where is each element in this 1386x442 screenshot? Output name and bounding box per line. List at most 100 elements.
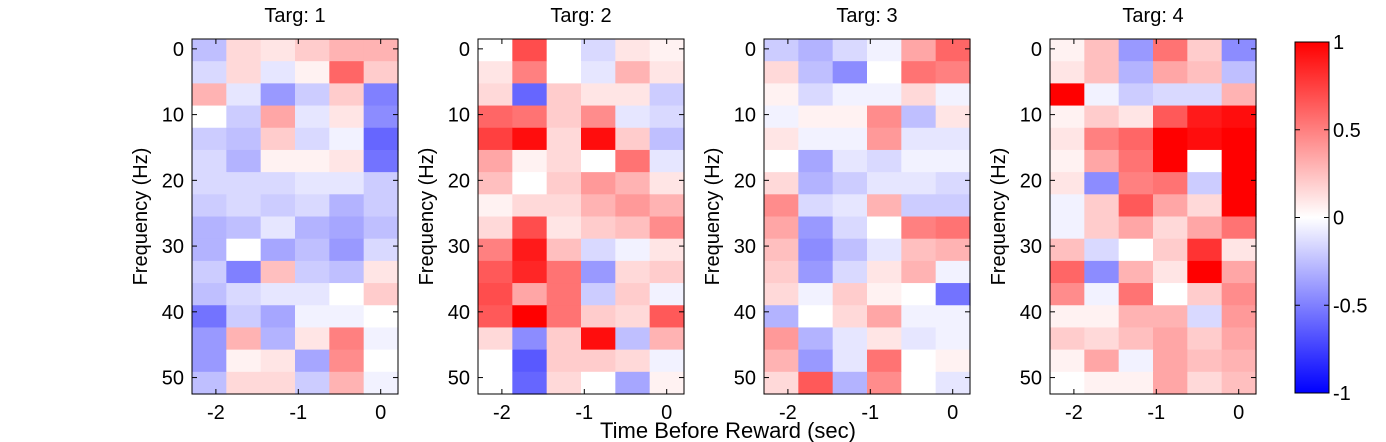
heatmap-cell [295, 149, 330, 173]
heatmap-cell [832, 327, 868, 351]
heatmap-cell [546, 149, 582, 173]
heatmap-cell [1153, 61, 1188, 84]
colorbar-tick-label: -0.5 [1333, 295, 1367, 317]
y-tick-label: 20 [162, 170, 184, 192]
heatmap-cell [329, 149, 365, 173]
heatmap-cell [798, 327, 834, 351]
heatmap-cell [363, 260, 399, 284]
heatmap-cell [798, 371, 834, 395]
heatmap-cell [1153, 283, 1188, 306]
heatmap-cell [764, 127, 799, 151]
heatmap-cell [363, 127, 399, 151]
heatmap-cell [329, 305, 365, 329]
heatmap-cell [226, 349, 262, 373]
heatmap-cell [832, 371, 868, 395]
heatmap-cell [1118, 127, 1154, 151]
heatmap-cell [512, 127, 548, 151]
heatmap-cell [1221, 83, 1257, 107]
heatmap-cell [546, 61, 582, 84]
heatmap-cell [192, 172, 227, 195]
heatmap-cell [546, 260, 582, 284]
heatmap-cell [1187, 371, 1223, 395]
heatmap-cell [1187, 349, 1223, 373]
heatmap-cell [901, 61, 937, 84]
heatmap-cell [512, 327, 548, 351]
heatmap-cell [649, 327, 685, 351]
heatmap-cell [1153, 172, 1188, 195]
heatmap-cell [867, 61, 902, 84]
heatmap-cell [546, 194, 582, 218]
heatmap-cell [226, 39, 262, 62]
heatmap-cell [363, 149, 399, 173]
heatmap-cell [260, 83, 296, 107]
colorbar-tick-label: 0 [1333, 208, 1344, 230]
heatmap-cell [867, 83, 902, 107]
heatmap-cell [1187, 39, 1223, 62]
heatmap-cell [867, 238, 902, 262]
heatmap-cell [1084, 127, 1120, 151]
y-tick-label: 30 [734, 236, 756, 258]
heatmap-cell [1118, 371, 1154, 395]
heatmap-cell [260, 216, 296, 240]
heatmap-cell [512, 39, 548, 62]
heatmap-cell [512, 105, 548, 129]
heatmap-cell [512, 194, 548, 218]
colorbar-gradient [1294, 41, 1330, 394]
heatmap-cell [615, 216, 651, 240]
heatmap-cell [649, 260, 685, 284]
heatmap-cell [649, 83, 685, 107]
y-axis-label: Frequency (Hz) [702, 148, 724, 286]
heatmap-cell [581, 194, 616, 218]
heatmap-cell [512, 349, 548, 373]
heatmap-cell [832, 83, 868, 107]
x-tick-label: 0 [1233, 402, 1244, 424]
heatmap-cell [1221, 238, 1257, 262]
panel-title: Targ: 4 [1122, 5, 1183, 27]
heatmap-cell [1050, 61, 1085, 84]
heatmap-cell [546, 216, 582, 240]
heatmap-cell [260, 105, 296, 129]
heatmap-cell [935, 105, 971, 129]
heatmap-cells [192, 39, 399, 395]
heatmap-cell [867, 283, 902, 306]
heatmap-cell [867, 149, 902, 173]
heatmap-cell [329, 260, 365, 284]
heatmap-cell [1118, 349, 1154, 373]
heatmap-cell [329, 194, 365, 218]
heatmap-cell [832, 260, 868, 284]
heatmap-cell [329, 83, 365, 107]
heatmap-cell [329, 238, 365, 262]
heatmap-cell [512, 305, 548, 329]
heatmap-cell [478, 127, 513, 151]
heatmap-cell [649, 172, 685, 195]
heatmap-cell [581, 327, 616, 351]
heatmap-cell [901, 127, 937, 151]
heatmap-cell [1221, 172, 1257, 195]
heatmap-cell [1084, 39, 1120, 62]
heatmap-cell [581, 172, 616, 195]
heatmap-cell [1050, 305, 1085, 329]
heatmap-cell [1153, 216, 1188, 240]
heatmap-cell [1084, 238, 1120, 262]
heatmap-cell [295, 61, 330, 84]
heatmap-cell [798, 238, 834, 262]
heatmap-cell [1187, 194, 1223, 218]
heatmap-cell [615, 61, 651, 84]
heatmap-cell [901, 371, 937, 395]
heatmap-cell [546, 172, 582, 195]
heatmap-cell [192, 216, 227, 240]
heatmap-cell [192, 39, 227, 62]
heatmap-cell [1050, 371, 1085, 395]
y-tick-label: 40 [162, 302, 184, 324]
heatmap-cell [1118, 283, 1154, 306]
heatmap-cell [192, 127, 227, 151]
heatmap-cell [260, 327, 296, 351]
heatmap-cell [832, 238, 868, 262]
y-tick-label: 50 [448, 368, 470, 390]
heatmap-cell [1050, 194, 1085, 218]
heatmap-cell [798, 39, 834, 62]
heatmap-cell [798, 127, 834, 151]
heatmap-cell [478, 172, 513, 195]
heatmap-cell [260, 172, 296, 195]
y-tick-label: 40 [448, 302, 470, 324]
